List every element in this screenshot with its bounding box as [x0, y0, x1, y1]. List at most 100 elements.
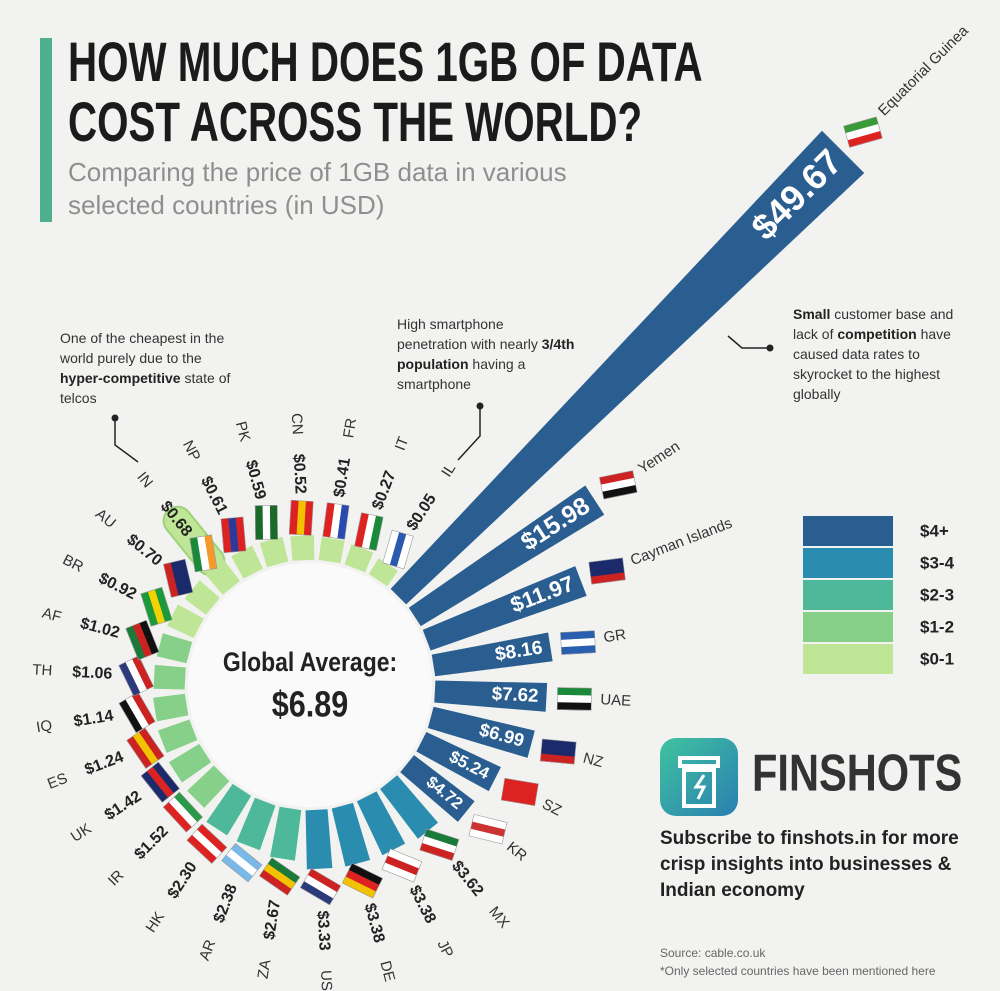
category-label: Yemen: [635, 438, 683, 477]
legend-swatch: [803, 644, 893, 674]
bar: [236, 797, 276, 851]
category-label: UAE: [600, 691, 632, 710]
center-disc: [188, 563, 432, 807]
bar: [416, 731, 501, 792]
flag-border: [189, 534, 218, 573]
tagline: Subscribe to finshots.in for more crisp …: [660, 828, 959, 901]
flag-border: [599, 470, 638, 500]
legend-swatch: [803, 516, 893, 546]
flag-stripe: [845, 123, 881, 141]
leader-line: [727, 335, 770, 349]
annotation-text: have caused data rates to skyrocket to t…: [793, 326, 951, 402]
category-label: NZ: [581, 750, 605, 772]
flag-stripe: [262, 505, 271, 540]
flag-border: [468, 814, 508, 845]
bar: [422, 566, 587, 651]
flag-stripe: [560, 630, 595, 641]
bar: [270, 806, 302, 861]
bar: [167, 604, 204, 639]
flag-border: [259, 857, 301, 896]
value-label: $1.06: [72, 664, 113, 683]
flag: [381, 848, 423, 883]
value-label: $0.05: [404, 491, 440, 534]
bar: [400, 755, 475, 822]
value-label: $2.38: [211, 882, 241, 926]
flag-stripe: [163, 802, 192, 833]
bar: [408, 485, 605, 627]
flag-border: [354, 512, 384, 551]
value-label: $1.14: [73, 707, 115, 730]
flag-stripe: [147, 589, 166, 625]
legend-label: $3-4: [920, 553, 955, 572]
flag-stripe: [170, 560, 186, 596]
flag: [500, 777, 539, 806]
flag: [341, 862, 383, 899]
flag-stripe: [300, 881, 334, 906]
flag: [468, 814, 508, 845]
bar: [153, 693, 189, 722]
bar: [380, 775, 439, 839]
flag-stripe: [263, 863, 296, 890]
flag-stripe: [322, 502, 335, 538]
flag-stripe: [235, 516, 246, 552]
flag-stripe: [389, 532, 407, 567]
annotation-text: Small: [793, 306, 831, 322]
annotation-text: 3/4th population: [397, 336, 575, 372]
bar: [431, 632, 553, 677]
flag: [539, 738, 577, 765]
flag: [843, 116, 883, 148]
flag-stripe: [540, 746, 576, 758]
flag: [288, 499, 314, 536]
flag-stripe: [541, 739, 577, 750]
title-line: COST ACROSS THE WORLD?: [68, 90, 643, 153]
flag-stripe: [337, 504, 350, 540]
annotation-text: One of the cheapest in the world purely …: [60, 330, 225, 366]
bar: [427, 706, 535, 758]
annotation-text: customer base and lack of: [793, 306, 954, 342]
annotation: One of the cheapest in the world purely …: [60, 328, 232, 408]
flag-stripe: [126, 736, 153, 769]
value-label: $0.52: [290, 453, 309, 494]
legend-swatch: [803, 548, 893, 578]
flag-border: [299, 868, 342, 906]
flag-stripe: [557, 702, 592, 711]
flag-stripe: [154, 587, 173, 622]
flag-stripe: [189, 537, 203, 572]
category-label: PK: [232, 420, 254, 444]
flag-stripe: [118, 662, 141, 697]
flag: [588, 557, 626, 585]
value-label: $1.52: [131, 823, 171, 863]
category-label: TH: [32, 661, 53, 679]
flag-stripe: [560, 637, 596, 648]
flag-stripe: [345, 869, 380, 892]
flag-stripe: [140, 771, 169, 803]
center-value: $6.89: [272, 685, 349, 725]
flag-stripe: [132, 622, 153, 658]
flag-border: [118, 691, 156, 734]
flag-stripe: [132, 732, 159, 765]
category-label: IQ: [35, 717, 53, 736]
subtitle-line: selected countries (in USD): [68, 190, 385, 220]
leader-dot: [476, 402, 484, 410]
category-label: Cayman Islands: [628, 515, 735, 569]
flag-stripe: [125, 695, 149, 730]
flag-stripe: [384, 855, 420, 876]
value-label: $1.24: [83, 749, 127, 779]
flag-border: [140, 586, 173, 627]
flag-border: [125, 619, 160, 661]
flag-stripe: [118, 699, 143, 733]
flag-border: [163, 558, 194, 598]
accent-bar: [40, 38, 52, 222]
flag-stripe: [602, 485, 638, 500]
bar: [231, 545, 264, 579]
leader-lines: [114, 335, 770, 463]
flag-stripe: [138, 727, 165, 761]
value-label: $0.61: [197, 474, 230, 517]
flag: [125, 619, 160, 661]
flag-stripe: [131, 655, 154, 690]
flag: [189, 534, 218, 573]
legend-swatch: [803, 580, 893, 610]
flag-border: [556, 687, 592, 711]
flag-stripe: [288, 500, 299, 535]
